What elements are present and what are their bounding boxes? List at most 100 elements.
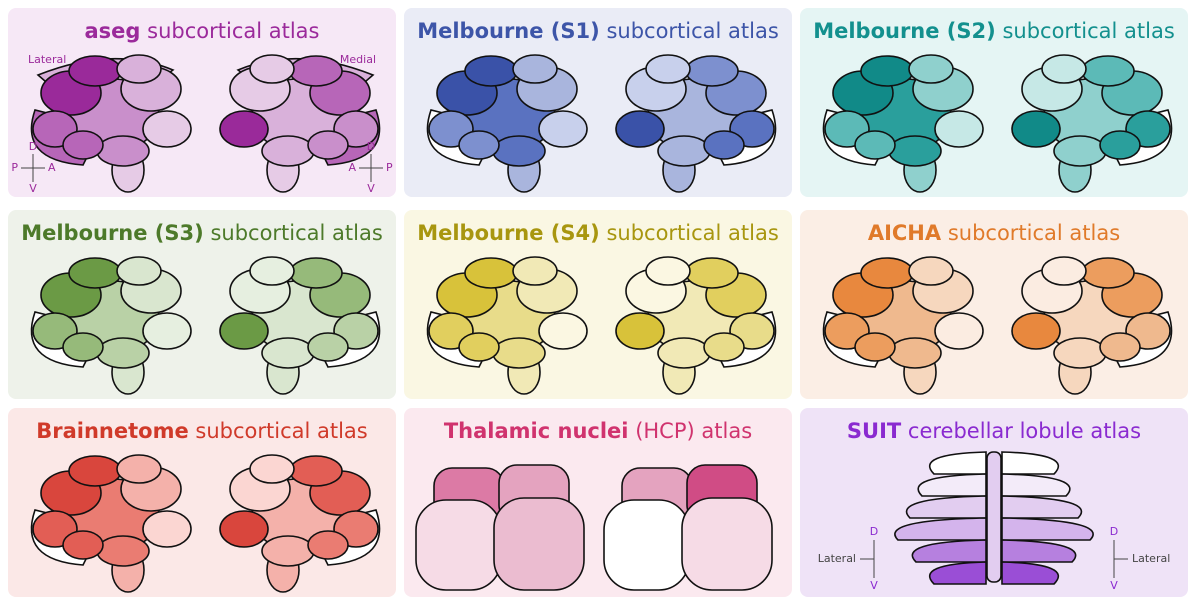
region xyxy=(512,256,558,286)
region xyxy=(512,54,558,84)
region xyxy=(464,257,518,289)
panel-title: SUIT cerebellar lobule atlas xyxy=(847,419,1141,443)
region xyxy=(289,455,343,487)
region xyxy=(492,337,546,369)
title-rest: subcortical atlas xyxy=(147,19,319,43)
region xyxy=(62,130,104,160)
region xyxy=(249,256,295,286)
orientation-label: P xyxy=(386,161,393,174)
region xyxy=(458,130,500,160)
lobule xyxy=(917,473,987,497)
title-rest: subcortical atlas xyxy=(948,221,1120,245)
panel-title: Melbourne (S2) subcortical atlas xyxy=(813,19,1175,43)
orientation-label: D xyxy=(1110,525,1118,538)
title-bold: Thalamic nuclei xyxy=(444,419,629,443)
region xyxy=(116,256,162,286)
lobule xyxy=(928,561,987,585)
region xyxy=(116,54,162,84)
region xyxy=(1081,55,1135,87)
atlas-panel: Melbourne (S2) subcortical atlas xyxy=(800,8,1188,197)
orientation-label: Medial xyxy=(340,53,376,66)
vermis xyxy=(986,451,1002,583)
region xyxy=(860,55,914,87)
region xyxy=(1099,332,1141,362)
orientation-label: V xyxy=(1110,579,1118,592)
lobule xyxy=(1001,495,1083,519)
title-rest: subcortical atlas xyxy=(210,221,382,245)
region xyxy=(307,530,349,560)
title-bold: aseg xyxy=(85,19,141,43)
title-bold: AICHA xyxy=(868,221,942,245)
region xyxy=(657,337,711,369)
region xyxy=(96,535,150,567)
region xyxy=(1099,130,1141,160)
region xyxy=(854,130,896,160)
region xyxy=(458,332,500,362)
region xyxy=(68,55,122,87)
atlas-panel: Melbourne (S1) subcortical atlas xyxy=(404,8,792,197)
title-rest: (HCP) atlas xyxy=(635,419,752,443)
region xyxy=(888,135,942,167)
region xyxy=(615,312,665,350)
orientation-label: D xyxy=(367,140,375,153)
atlas-panel: Brainnetome subcortical atlas xyxy=(8,408,396,597)
region xyxy=(307,332,349,362)
region xyxy=(657,135,711,167)
lobule xyxy=(1001,517,1094,541)
region xyxy=(1053,337,1107,369)
nucleus xyxy=(493,497,585,591)
orientation-label: D xyxy=(870,525,878,538)
region xyxy=(854,332,896,362)
lobule xyxy=(911,539,987,563)
orientation-label: A xyxy=(348,161,356,174)
region xyxy=(142,510,192,548)
region xyxy=(703,130,745,160)
region xyxy=(249,454,295,484)
region xyxy=(96,135,150,167)
region xyxy=(492,135,546,167)
lobule xyxy=(928,451,987,475)
panel-title: AICHA subcortical atlas xyxy=(868,221,1120,245)
region xyxy=(1041,256,1087,286)
lobule xyxy=(1001,451,1060,475)
title-rest: cerebellar lobule atlas xyxy=(908,419,1141,443)
title-rest: subcortical atlas xyxy=(195,419,367,443)
atlas-panel: SUIT cerebellar lobule atlas D V Lateral D V L… xyxy=(800,408,1188,597)
title-bold: Melbourne (S4) xyxy=(417,221,600,245)
region xyxy=(1041,54,1087,84)
region xyxy=(261,135,315,167)
title-bold: Melbourne (S3) xyxy=(21,221,204,245)
region xyxy=(62,530,104,560)
orientation-label: A xyxy=(48,161,56,174)
region xyxy=(68,455,122,487)
region xyxy=(934,110,984,148)
region xyxy=(645,256,691,286)
region xyxy=(888,337,942,369)
panel-title: Thalamic nuclei (HCP) atlas xyxy=(444,419,752,443)
panel-title: Melbourne (S1) subcortical atlas xyxy=(417,19,779,43)
nucleus xyxy=(681,497,773,591)
region xyxy=(142,312,192,350)
atlas-panel: Thalamic nuclei (HCP) atlas xyxy=(404,408,792,597)
title-bold: Melbourne (S1) xyxy=(417,19,600,43)
region xyxy=(538,110,588,148)
orientation-label: Lateral xyxy=(28,53,66,66)
region xyxy=(289,55,343,87)
title-bold: Brainnetome xyxy=(36,419,188,443)
region xyxy=(307,130,349,160)
region xyxy=(615,110,665,148)
title-rest: subcortical atlas xyxy=(606,221,778,245)
lobule xyxy=(1001,561,1060,585)
region xyxy=(261,337,315,369)
region xyxy=(860,257,914,289)
lobule xyxy=(894,517,987,541)
orientation-label: D xyxy=(29,140,37,153)
region xyxy=(1053,135,1107,167)
region xyxy=(908,54,954,84)
region xyxy=(934,312,984,350)
region xyxy=(538,312,588,350)
region xyxy=(1011,312,1061,350)
region xyxy=(1081,257,1135,289)
